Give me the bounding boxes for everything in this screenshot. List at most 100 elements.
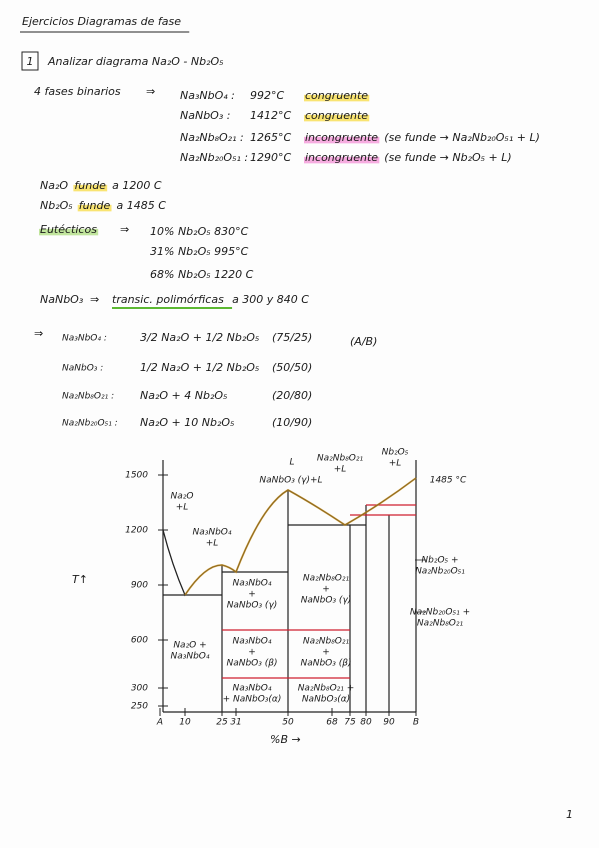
region-label: NaNbO₃ (γ) — [301, 596, 352, 606]
region-label: Na₂Nb₂₀O₅₁ — [415, 567, 465, 577]
region-label: +L — [206, 539, 219, 549]
verb: funde — [79, 199, 111, 212]
eutectics-label: Eutécticos — [40, 223, 97, 236]
verb: funde — [74, 179, 106, 192]
x-axis-label: %B → — [270, 733, 301, 746]
ratio: (50/50) — [272, 361, 312, 374]
exercise-number: 1 — [27, 55, 34, 68]
region-label: Na₂Nb₈O₂₁ — [317, 454, 364, 464]
melting-type: incongruente — [305, 151, 378, 164]
region-label: NaNbO₃(α) — [302, 695, 350, 705]
compound: Na₃NbO₄ : — [62, 334, 107, 344]
melting-type: incongruente — [305, 131, 378, 144]
region-label: Na₂Nb₈O₂₁ — [417, 619, 464, 629]
arrow: ⇒ — [34, 327, 43, 340]
region-label: Na₂O + — [173, 641, 206, 651]
formula: Na₂O + 10 Nb₂O₅ — [140, 416, 234, 429]
x-tick-label: 50 — [282, 718, 294, 728]
highlight — [73, 184, 108, 192]
highlight — [304, 114, 370, 122]
ratio: (20/80) — [272, 389, 312, 402]
region-label: +L — [334, 465, 347, 475]
compound: NaNbO₃ : — [180, 109, 230, 122]
region-label: Na₂O — [171, 492, 194, 502]
eutectic: 10% Nb₂O₅ 830°C — [150, 225, 249, 238]
y-tick-label: 1200 — [125, 526, 148, 536]
region-label: + — [248, 648, 256, 658]
compound: Na₂Nb₈O₂₁ : — [62, 392, 114, 402]
eutectic: 68% Nb₂O₅ 1220 C — [150, 268, 254, 281]
arrow: ⇒ — [146, 85, 155, 98]
melting-type: congruente — [305, 89, 368, 102]
region-label: Na₂Nb₈O₂₁ — [303, 574, 350, 584]
compound: NaNbO₃ : — [62, 364, 103, 374]
compound: Na₂O — [40, 179, 68, 192]
melting-type: congruente — [305, 109, 368, 122]
pencil-note: (A/B) — [350, 335, 377, 348]
region-label: NaNbO₃ (β) — [226, 659, 277, 669]
compound: Nb₂O₅ — [40, 199, 73, 212]
x-tick-label: 80 — [360, 718, 372, 728]
y-tick-label: 900 — [131, 581, 148, 591]
compound: Na₃NbO₄ : — [180, 89, 235, 102]
temperature: 1412°C — [250, 109, 291, 122]
compound: Na₂Nb₂₀O₅₁ : — [180, 151, 248, 164]
region-label: Na₃NbO₄ — [171, 652, 210, 662]
x-tick-label: A — [156, 718, 163, 728]
y-tick-label: 250 — [131, 702, 148, 712]
ratio: (10/90) — [272, 416, 312, 429]
arrow: ⇒ — [90, 293, 99, 306]
region-label: Na₂Nb₂₀O₅₁ + — [410, 608, 470, 618]
region-label: + — [248, 590, 256, 600]
temperature: a 1200 C — [112, 179, 162, 192]
x-tick-label: 31 — [230, 718, 241, 728]
eutectic: 31% Nb₂O₅ 995°C — [150, 245, 249, 258]
region-label: Nb₂O₅ + — [421, 556, 458, 566]
region-label: Na₃NbO₄ — [233, 579, 272, 589]
statement: Analizar diagrama Na₂O - Nb₂O₅ — [47, 55, 224, 68]
region-label: + NaNbO₃(α) — [223, 695, 282, 705]
transition-label: transic. polimórficas — [112, 293, 224, 306]
phases-intro: 4 fases binarios — [34, 85, 121, 98]
x-tick-label: 25 — [216, 718, 228, 728]
region-label: Na₂Nb₈O₂₁ — [303, 637, 350, 647]
formula: 3/2 Na₂O + 1/2 Nb₂O₅ — [140, 331, 259, 344]
region-label: + — [322, 648, 330, 658]
ratio: (75/25) — [272, 331, 312, 344]
number-box — [21, 51, 39, 71]
highlight — [304, 94, 370, 102]
region-label: Na₂Nb₈O₂₁ + — [298, 684, 355, 694]
region-label: NaNbO₃ (γ) — [227, 601, 278, 611]
note: (se funde → Na₂Nb₂₀O₅₁ + L) — [384, 131, 540, 144]
temperature: 1265°C — [250, 131, 291, 144]
y-tick-label: 300 — [131, 684, 148, 694]
note: (se funde → Nb₂O₅ + L) — [384, 151, 511, 164]
region-label: L — [289, 458, 294, 468]
compound: Na₂Nb₂₀O₅₁ : — [62, 419, 118, 429]
highlight — [304, 136, 380, 144]
x-tick-label: 75 — [344, 718, 356, 728]
temperature: a 1485 C — [117, 199, 167, 212]
highlight — [77, 204, 112, 212]
x-tick-label: 68 — [326, 718, 338, 728]
x-tick-label: 10 — [179, 718, 191, 728]
region-label: Na₃NbO₄ — [193, 528, 232, 538]
region-label: NaNbO₃ (γ)+L — [259, 476, 322, 486]
formula: 1/2 Na₂O + 1/2 Nb₂O₅ — [140, 361, 259, 374]
temperature: 992°C — [250, 89, 284, 102]
region-label: Nb₂O₅ — [382, 448, 409, 458]
compound: NaNbO₃ — [40, 293, 84, 306]
region-label: Na₃NbO₄ — [233, 684, 272, 694]
x-tick-label: B — [413, 718, 419, 728]
arrow: ⇒ — [120, 223, 129, 236]
region-label: Na₃NbO₄ — [233, 637, 272, 647]
region-label: 1485 °C — [430, 476, 467, 486]
highlight — [39, 228, 99, 236]
transition-rest: a 300 y 840 C — [232, 293, 309, 306]
liquidus-highlight — [184, 477, 417, 596]
compound: Na₂Nb₈O₂₁ : — [180, 131, 244, 144]
formula: Na₂O + 4 Nb₂O₅ — [140, 389, 227, 402]
temperature: 1290°C — [250, 151, 291, 164]
